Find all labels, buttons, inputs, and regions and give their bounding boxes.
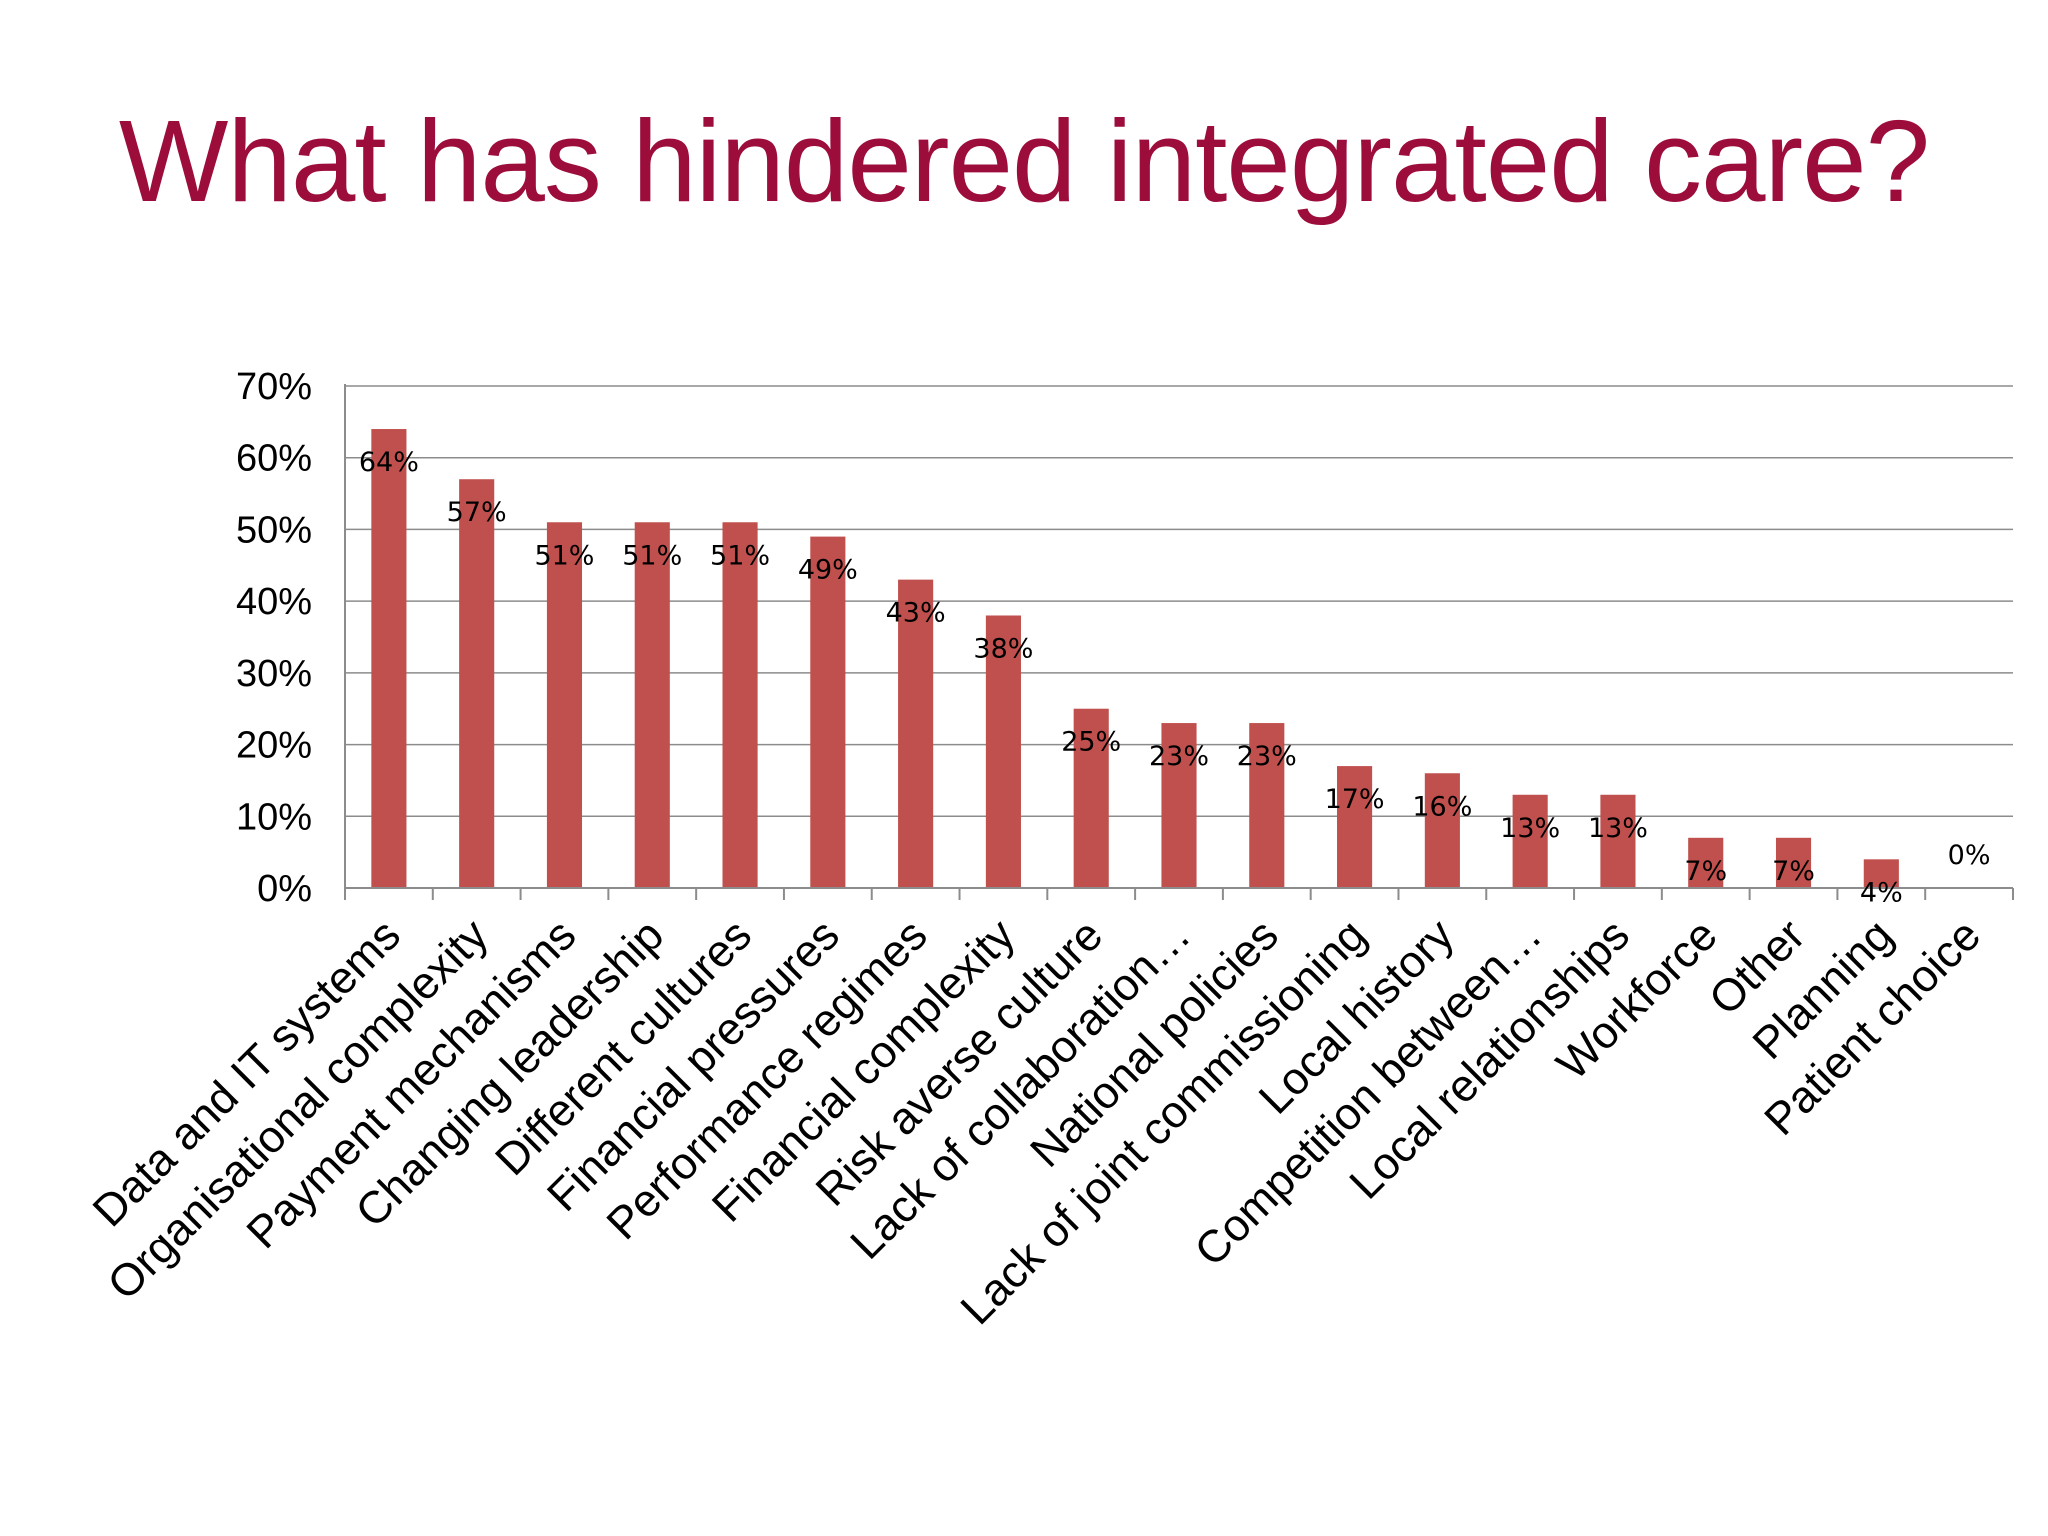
bar <box>985 615 1021 888</box>
bar <box>634 522 670 888</box>
bar <box>898 579 934 888</box>
bar <box>1337 766 1373 888</box>
bar <box>1600 794 1636 888</box>
y-tick-label: 40% <box>236 581 312 623</box>
y-tick-label: 50% <box>236 509 312 551</box>
y-tick-label: 20% <box>236 725 312 767</box>
data-label: 7% <box>1684 856 1727 887</box>
bar <box>1073 708 1109 888</box>
bar <box>1249 723 1285 888</box>
data-label: 13% <box>1588 813 1648 844</box>
y-tick-label: 30% <box>236 653 312 695</box>
bar <box>1161 723 1197 888</box>
data-label: 0% <box>1948 840 1991 871</box>
data-label: 51% <box>710 540 770 571</box>
data-label: 64% <box>359 447 419 478</box>
data-label: 43% <box>886 598 946 629</box>
bars <box>371 429 1899 888</box>
data-label: 38% <box>973 633 1033 664</box>
data-label: 13% <box>1500 813 1560 844</box>
bar <box>371 429 407 888</box>
data-label: 57% <box>447 497 507 528</box>
data-label: 49% <box>798 555 858 586</box>
data-label: 25% <box>1061 727 1121 758</box>
y-tick-label: 10% <box>236 796 312 838</box>
axes <box>344 384 2014 900</box>
data-label: 17% <box>1325 784 1385 815</box>
data-label: 51% <box>622 540 682 571</box>
bar <box>546 522 583 888</box>
bar <box>810 536 846 888</box>
y-tick-label: 70% <box>236 366 312 408</box>
y-axis-ticks: 0% 10% 20% 30% 40% 50% 60% 70% <box>236 366 312 910</box>
slide-title: What has hindered integrated care? <box>118 96 1930 226</box>
data-label: 23% <box>1149 741 1209 772</box>
data-label: 4% <box>1860 877 1903 908</box>
bar <box>1863 859 1899 888</box>
y-tick-label: 0% <box>257 868 312 910</box>
data-label: 23% <box>1237 741 1297 772</box>
data-labels: 64% 57% 51% 51% 51% 49% 43% 38% 25% 23% 23% 17% 16% 1… <box>359 447 1991 908</box>
data-label: 51% <box>534 540 594 571</box>
data-label: 16% <box>1412 791 1472 822</box>
bar <box>1512 794 1548 888</box>
y-tick-label: 60% <box>236 438 312 480</box>
bar <box>459 479 495 888</box>
bar <box>722 522 758 888</box>
bar <box>1775 837 1812 888</box>
data-label: 7% <box>1772 856 1815 887</box>
bar <box>1424 773 1460 888</box>
bar <box>1688 837 1724 888</box>
